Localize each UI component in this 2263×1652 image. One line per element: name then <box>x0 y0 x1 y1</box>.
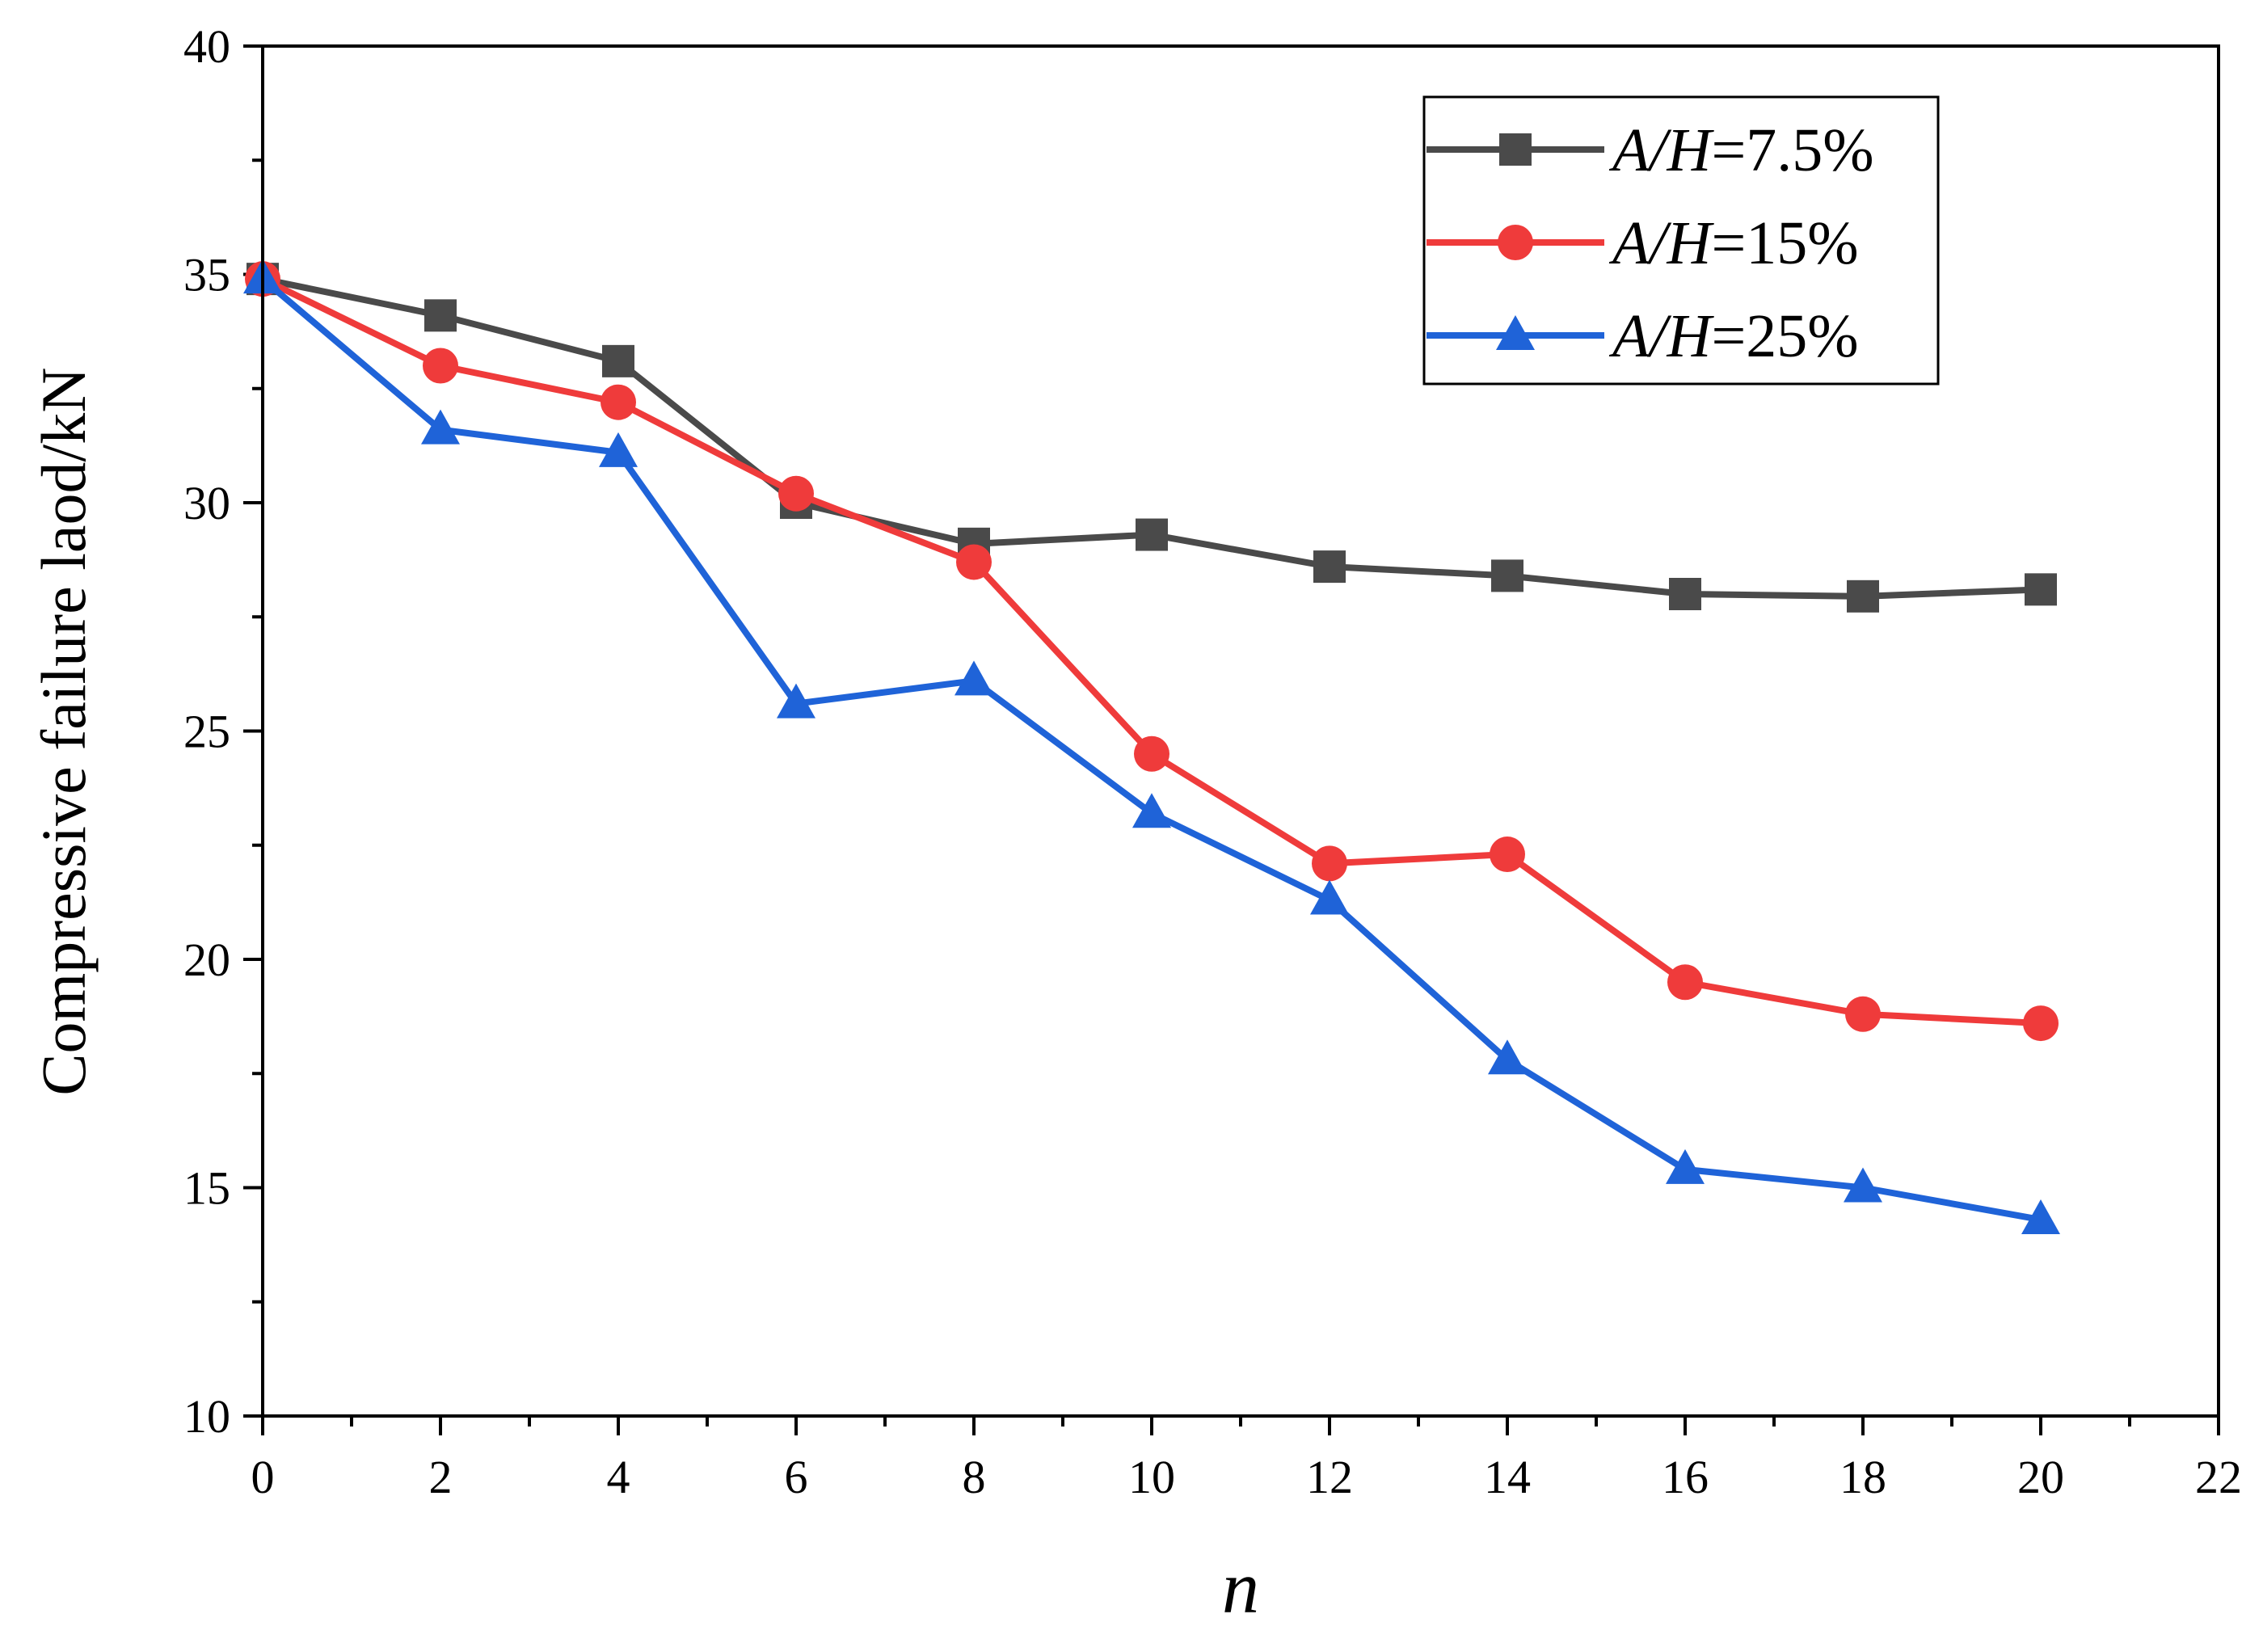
data-point-series-3 <box>1488 1039 1527 1075</box>
x-tick-label: 22 <box>2195 1451 2242 1503</box>
y-tick-label: 25 <box>183 706 230 758</box>
data-point-series-3 <box>1666 1148 1705 1184</box>
data-point-series-2 <box>1134 735 1169 772</box>
x-tick-label: 6 <box>785 1451 808 1503</box>
x-tick-label: 0 <box>251 1451 275 1503</box>
legend-label-prefix: A/H <box>1608 209 1715 277</box>
data-point-series-3 <box>421 409 460 445</box>
data-point-series-2 <box>1845 996 1881 1032</box>
legend-label-suffix: =7.5% <box>1711 116 1873 184</box>
plot-area-frame <box>261 44 2220 1418</box>
legend-label-suffix: =25% <box>1711 302 1858 370</box>
y-axis-title: Compressive failure laod/kN <box>28 367 99 1095</box>
data-point-series-1 <box>424 299 457 332</box>
data-point-series-1 <box>602 344 634 377</box>
x-axis-title: n <box>1222 1546 1259 1629</box>
legend-marker-1 <box>1499 133 1532 166</box>
data-point-series-2 <box>2023 1005 2059 1042</box>
x-tick-label: 12 <box>1306 1451 1353 1503</box>
data-point-series-2 <box>1667 964 1703 1001</box>
data-point-series-1 <box>1847 579 1879 613</box>
y-tick-label: 30 <box>183 477 230 529</box>
legend-label-suffix: =15% <box>1711 209 1858 277</box>
data-point-series-1 <box>2025 573 2057 606</box>
legend-label-3: A/H=25% <box>1608 302 1859 370</box>
data-point-series-3 <box>955 660 993 696</box>
data-point-series-1 <box>1313 550 1346 584</box>
data-point-series-1 <box>1491 559 1523 592</box>
data-point-series-3 <box>2021 1199 2060 1235</box>
x-tick-label: 10 <box>1128 1451 1175 1503</box>
y-tick-label: 10 <box>183 1390 230 1443</box>
data-point-series-3 <box>777 683 815 719</box>
y-tick-label: 20 <box>183 933 230 986</box>
data-point-series-1 <box>1136 518 1168 551</box>
data-point-series-2 <box>956 544 992 580</box>
data-point-series-2 <box>423 348 458 384</box>
x-tick-label: 20 <box>2017 1451 2064 1503</box>
data-point-series-1 <box>1669 578 1701 610</box>
data-point-series-3 <box>1844 1167 1882 1203</box>
y-tick-label: 35 <box>183 249 230 301</box>
legend: A/H=7.5%A/H=15%A/H=25% <box>1422 95 1940 386</box>
data-point-series-2 <box>1490 837 1525 873</box>
data-point-series-2 <box>601 384 636 420</box>
x-tick-label: 8 <box>963 1451 986 1503</box>
data-point-series-3 <box>1310 879 1349 915</box>
legend-label-prefix: A/H <box>1608 302 1715 370</box>
y-tick-label: 15 <box>183 1162 230 1215</box>
y-tick-label: 40 <box>183 20 230 73</box>
x-tick-label: 2 <box>429 1451 453 1503</box>
data-point-series-2 <box>1312 845 1347 882</box>
x-tick-label: 16 <box>1662 1451 1709 1503</box>
legend-label-prefix: A/H <box>1608 116 1715 184</box>
series-line-2 <box>261 276 2042 1027</box>
x-tick-label: 14 <box>1484 1451 1531 1503</box>
legend-marker-3 <box>1496 315 1535 350</box>
chart-series-layer <box>243 259 2060 1235</box>
x-tick-label: 4 <box>607 1451 630 1503</box>
legend-label-1: A/H=7.5% <box>1608 116 1874 184</box>
x-tick-label: 18 <box>1839 1451 1886 1503</box>
data-point-series-2 <box>778 475 814 512</box>
chart-ticks-layer <box>243 44 2220 1435</box>
data-point-series-3 <box>1132 793 1171 828</box>
chart-labels-layer: 0 2 4 6 8 10 12 14 16 18 20 22 10 15 20 25 30 35 40 <box>183 20 2242 1503</box>
legend-label-2: A/H=15% <box>1608 209 1859 277</box>
legend-marker-2 <box>1498 225 1533 260</box>
data-point-series-3 <box>599 432 638 467</box>
